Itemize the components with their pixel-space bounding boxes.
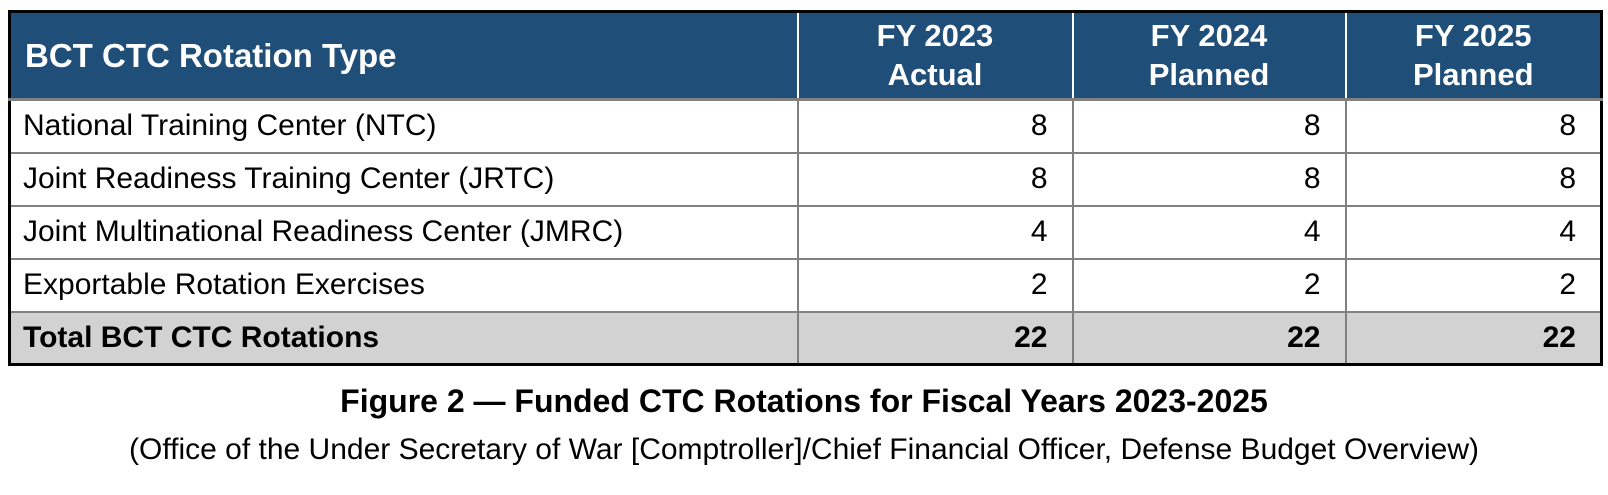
- header-fy2025-line1: FY 2025: [1414, 17, 1532, 53]
- row-value-fy2023: 8: [796, 151, 1074, 207]
- row-value-fy2025: 8: [1344, 151, 1603, 207]
- figure-2-container: BCT CTC Rotation Type FY 2023 Actual FY …: [0, 10, 1608, 468]
- total-label: Total BCT CTC Rotations: [8, 310, 799, 366]
- row-value-fy2024: 8: [1071, 98, 1347, 154]
- table-row-ntc: National Training Center (NTC) 8 8 8: [8, 98, 1603, 154]
- table-row-jrtc: Joint Readiness Training Center (JRTC) 8…: [8, 151, 1603, 207]
- row-label: Joint Multinational Readiness Center (JM…: [8, 204, 799, 260]
- table-row-exportable: Exportable Rotation Exercises 2 2 2: [8, 257, 1603, 313]
- header-rotation-type: BCT CTC Rotation Type: [9, 11, 799, 101]
- row-label: Exportable Rotation Exercises: [8, 257, 799, 313]
- header-fy2023-line1: FY 2023: [876, 17, 994, 53]
- header-fy2025-line2: Planned: [1412, 56, 1534, 92]
- table-row-jmrc: Joint Multinational Readiness Center (JM…: [8, 204, 1603, 260]
- row-value-fy2024: 8: [1071, 151, 1347, 207]
- header-fy2024-line1: FY 2024: [1150, 17, 1268, 53]
- row-value-fy2023: 8: [796, 98, 1074, 154]
- figure-caption-title: Figure 2 — Funded CTC Rotations for Fisc…: [340, 383, 1268, 419]
- row-label: Joint Readiness Training Center (JRTC): [8, 151, 799, 207]
- table-row-total: Total BCT CTC Rotations 22 22 22: [8, 310, 1603, 366]
- header-fy2024-planned: FY 2024 Planned: [1072, 11, 1347, 101]
- row-value-fy2023: 4: [796, 204, 1074, 260]
- row-value-fy2024: 2: [1071, 257, 1347, 313]
- header-rotation-type-label: BCT CTC Rotation Type: [25, 36, 397, 74]
- table-header-row: BCT CTC Rotation Type FY 2023 Actual FY …: [9, 11, 1602, 101]
- ctc-rotations-table: BCT CTC Rotation Type FY 2023 Actual FY …: [8, 10, 1603, 366]
- header-fy2024-line2: Planned: [1148, 56, 1270, 92]
- row-value-fy2024: 4: [1071, 204, 1347, 260]
- figure-caption-source: (Office of the Under Secretary of War [C…: [129, 433, 1479, 467]
- total-value-fy2024: 22: [1071, 310, 1347, 366]
- row-value-fy2025: 4: [1344, 204, 1603, 260]
- row-value-fy2023: 2: [796, 257, 1074, 313]
- row-value-fy2025: 8: [1344, 98, 1603, 154]
- total-value-fy2023: 22: [796, 310, 1074, 366]
- figure-caption: Figure 2 — Funded CTC Rotations for Fisc…: [0, 382, 1608, 468]
- header-fy2023-line2: Actual: [887, 56, 983, 92]
- row-value-fy2025: 2: [1344, 257, 1603, 313]
- header-fy2025-planned: FY 2025 Planned: [1345, 11, 1602, 101]
- total-value-fy2025: 22: [1344, 310, 1603, 366]
- header-fy2023-actual: FY 2023 Actual: [797, 11, 1074, 101]
- row-label: National Training Center (NTC): [8, 98, 799, 154]
